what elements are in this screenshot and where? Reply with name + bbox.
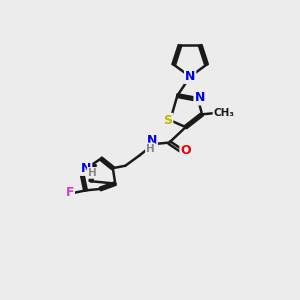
Text: N: N [147,134,157,147]
Text: CH₃: CH₃ [214,108,235,118]
Text: H: H [88,168,96,178]
Text: O: O [180,144,191,158]
Text: S: S [163,114,172,127]
Text: F: F [65,186,74,199]
Text: N: N [194,92,205,104]
Text: N: N [81,162,91,175]
Text: H: H [146,143,155,154]
Text: N: N [185,70,195,83]
